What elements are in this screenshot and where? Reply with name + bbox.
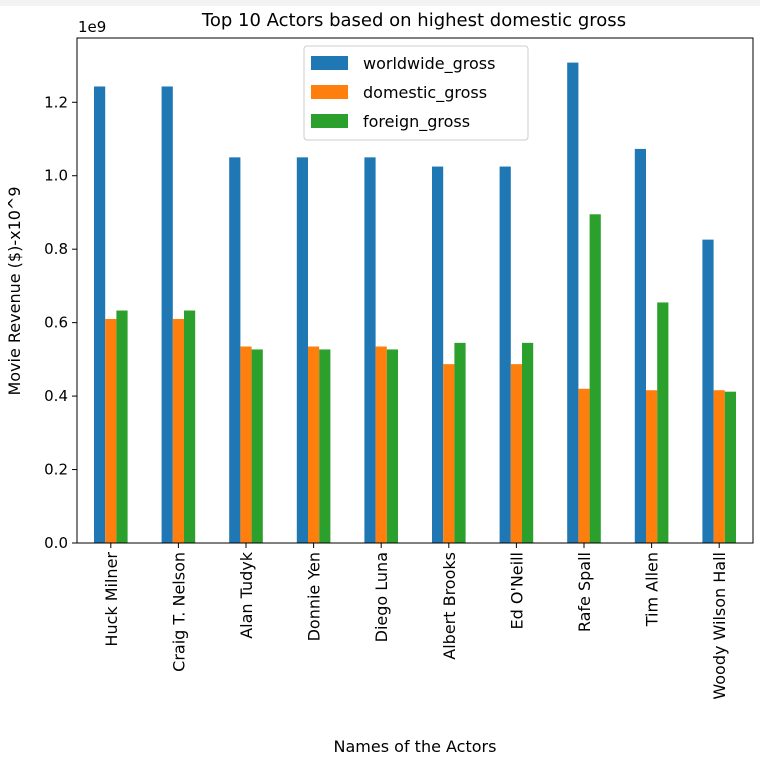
bar-worldwide_gross-6 bbox=[499, 166, 511, 544]
bar-domestic_gross-8 bbox=[646, 390, 658, 543]
y-tick-label: 0.0 bbox=[44, 534, 68, 552]
bar-foreign_gross-3 bbox=[319, 349, 331, 543]
bar-foreign_gross-4 bbox=[386, 349, 398, 543]
y-tick-label: 0.2 bbox=[44, 461, 68, 479]
bar-foreign_gross-7 bbox=[589, 214, 601, 544]
x-tick-label: Diego Luna bbox=[372, 552, 391, 642]
bar-foreign_gross-2 bbox=[251, 349, 263, 543]
legend-swatch-domestic_gross bbox=[311, 85, 348, 99]
bar-domestic_gross-4 bbox=[375, 346, 387, 543]
x-tick-label: Tim Allen bbox=[643, 552, 662, 627]
bar-domestic_gross-2 bbox=[240, 346, 252, 543]
x-tick-label: Ed O'Neill bbox=[507, 552, 526, 630]
x-tick-label: Huck Milner bbox=[102, 552, 121, 647]
legend: worldwide_gross domestic_gross foreign_gro… bbox=[303, 45, 529, 141]
bar-foreign_gross-9 bbox=[724, 391, 736, 543]
y-tick-label: 0.8 bbox=[44, 240, 68, 258]
bar-worldwide_gross-3 bbox=[296, 157, 308, 544]
bar-domestic_gross-1 bbox=[172, 318, 184, 543]
x-tick-label: Craig T. Nelson bbox=[169, 552, 188, 672]
bar-worldwide_gross-7 bbox=[567, 62, 579, 544]
bar-foreign_gross-1 bbox=[184, 310, 196, 543]
y-tick-label: 0.4 bbox=[44, 387, 68, 405]
x-tick-label: Woody Wilson Hall bbox=[710, 552, 729, 700]
legend-label-worldwide_gross: worldwide_gross bbox=[363, 54, 495, 74]
bar-worldwide_gross-0 bbox=[94, 86, 106, 543]
y-axis-label: Movie Revenue ($)-x10^9 bbox=[5, 186, 24, 395]
x-tick-label: Alan Tudyk bbox=[237, 551, 256, 639]
bar-worldwide_gross-1 bbox=[161, 86, 173, 543]
bar-domestic_gross-5 bbox=[443, 364, 455, 543]
bar-domestic_gross-3 bbox=[308, 346, 320, 543]
x-axis-label: Names of the Actors bbox=[334, 737, 497, 756]
legend-swatch-foreign_gross bbox=[311, 114, 348, 128]
bar-foreign_gross-5 bbox=[454, 342, 466, 543]
y-axis-offset-label: 1e9 bbox=[78, 18, 106, 36]
bar-domestic_gross-6 bbox=[510, 364, 522, 543]
bar-worldwide_gross-2 bbox=[229, 157, 241, 544]
bar-domestic_gross-0 bbox=[105, 318, 117, 543]
legend-frame bbox=[303, 45, 529, 141]
top-strip bbox=[0, 0, 760, 6]
y-tick-label: 0.6 bbox=[44, 314, 68, 332]
bars-group bbox=[94, 62, 736, 544]
bar-domestic_gross-9 bbox=[713, 390, 725, 543]
bar-foreign_gross-0 bbox=[116, 310, 128, 543]
x-tick-label: Rafe Spall bbox=[575, 552, 594, 632]
bar-worldwide_gross-8 bbox=[634, 148, 646, 544]
legend-swatch-worldwide_gross bbox=[311, 56, 348, 70]
legend-label-foreign_gross: foreign_gross bbox=[363, 112, 470, 132]
bar-worldwide_gross-4 bbox=[364, 157, 376, 544]
bar-worldwide_gross-9 bbox=[702, 239, 714, 543]
y-tick-label: 1.0 bbox=[44, 167, 68, 185]
bar-domestic_gross-7 bbox=[578, 388, 590, 543]
x-tick-label: Donnie Yen bbox=[305, 552, 324, 641]
bar-foreign_gross-6 bbox=[522, 342, 534, 543]
plot-area-frame bbox=[76, 37, 754, 544]
ticks-group: 0.0 0.2 0.4 0.6 0.8 1.0 1.2 Huck Milner Craig T.… bbox=[44, 93, 729, 699]
bar-foreign_gross-8 bbox=[657, 302, 669, 543]
legend-label-domestic_gross: domestic_gross bbox=[363, 83, 487, 103]
y-tick-label: 1.2 bbox=[44, 93, 68, 111]
chart-title: Top 10 Actors based on highest domestic … bbox=[201, 10, 626, 31]
bar-worldwide_gross-5 bbox=[432, 166, 444, 544]
x-tick-label: Albert Brooks bbox=[440, 552, 459, 660]
